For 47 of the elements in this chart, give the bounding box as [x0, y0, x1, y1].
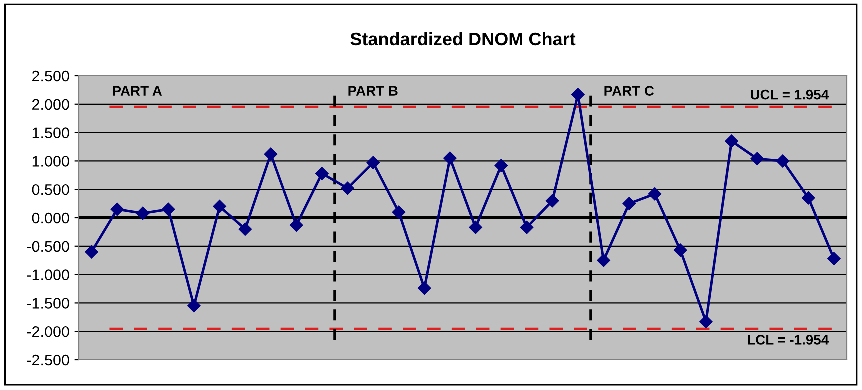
point	[828, 252, 841, 266]
y-tick-label: 2.000	[32, 99, 70, 110]
point	[366, 156, 380, 170]
y-tick-label: -2.500	[27, 354, 70, 366]
annotation: PART A	[113, 86, 162, 96]
point	[494, 159, 508, 172]
y-tick-label: 1.500	[32, 128, 70, 138]
point	[162, 202, 176, 216]
y-tick-label: 2.500	[32, 70, 70, 82]
y-tick-label: 1.000	[32, 156, 70, 167]
point	[290, 218, 304, 232]
y-tick-label: 0.000	[32, 212, 70, 224]
point	[136, 206, 150, 220]
point	[316, 167, 329, 180]
chart-title: Standardized DNOM Chart	[350, 32, 576, 46]
y-tick-label: 0.500	[32, 184, 70, 196]
point	[776, 154, 790, 168]
point	[572, 88, 585, 102]
point	[110, 202, 124, 216]
point	[469, 221, 482, 234]
point	[238, 222, 252, 236]
point	[188, 299, 201, 313]
point	[264, 148, 278, 161]
point	[648, 188, 662, 201]
point	[750, 152, 764, 166]
point	[597, 254, 610, 268]
y-tick-label: -1.500	[27, 298, 70, 309]
point	[213, 200, 226, 214]
ref-line-label: UCL = 1.954	[751, 90, 830, 100]
point	[674, 244, 688, 257]
ref-line-label: LCL = -1.954	[748, 335, 830, 345]
point	[622, 197, 636, 210]
annotation: PART C	[604, 86, 654, 96]
point	[444, 152, 457, 165]
point	[802, 192, 816, 205]
y-tick-label: -2.000	[27, 326, 70, 338]
point	[546, 194, 560, 208]
point	[520, 221, 534, 234]
y-tick-label: -1.000	[27, 270, 70, 280]
annotation: PART B	[348, 86, 398, 96]
point	[725, 134, 738, 148]
point	[700, 315, 713, 329]
point	[392, 206, 406, 219]
point	[341, 182, 354, 196]
point	[418, 282, 432, 296]
y-tick-label: -0.500	[27, 241, 70, 252]
point	[85, 245, 98, 259]
